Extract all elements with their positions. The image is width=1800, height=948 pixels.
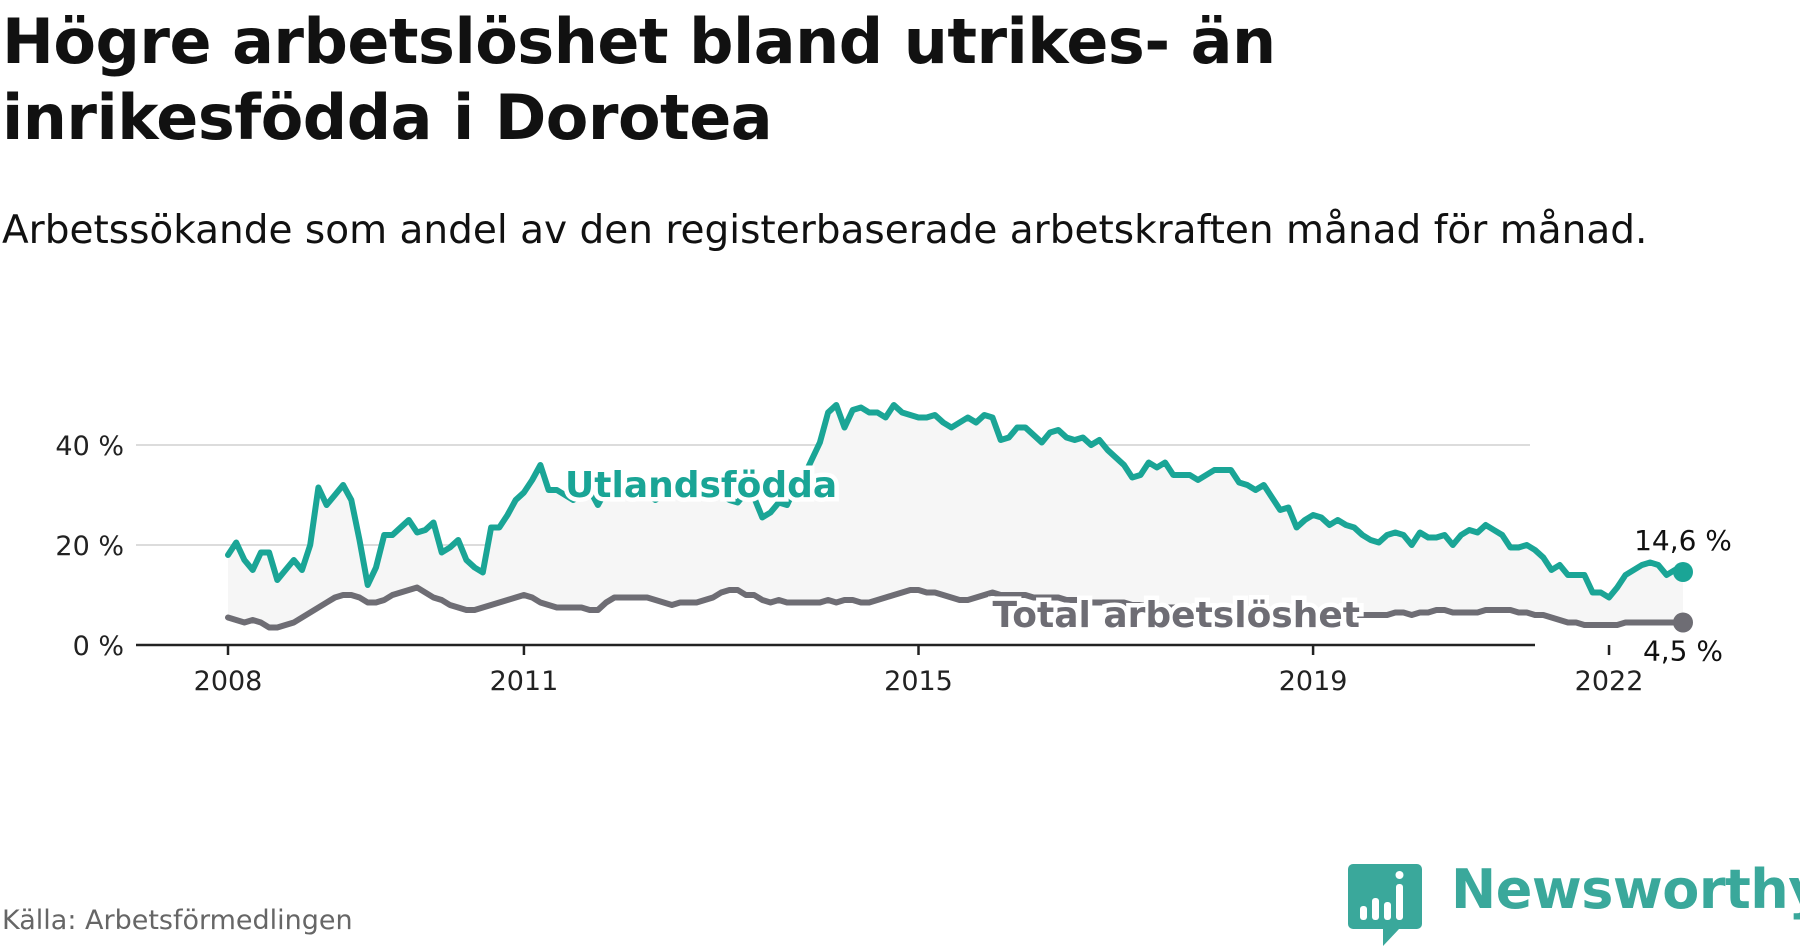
x-tick-label: 2015 — [884, 666, 953, 697]
x-tick-label: 2019 — [1279, 666, 1348, 697]
series-line-total — [225, 584, 1686, 631]
series-label: Total arbetslöshet — [992, 595, 1360, 636]
axes: 0 % 20 % 40 % 2008 2011 2015 2019 2022 — [55, 431, 1643, 697]
range-band-area — [228, 405, 1683, 628]
series-line-utlandsfodda — [225, 402, 1686, 601]
series-end-point — [1673, 562, 1693, 582]
series-end-label: 4,5 % — [1643, 635, 1723, 668]
bar-chart-speech-bubble-icon — [1348, 864, 1422, 946]
series-end-point — [1673, 612, 1693, 633]
chart-title: Högre arbetslöshet bland utrikes- än inr… — [2, 5, 1276, 154]
series-labels: 14,6 % 4,5 % Utlandsfödda Total arbetslöshe… — [561, 461, 1735, 671]
y-tick-label: 0 % — [73, 631, 124, 662]
y-tick-label: 20 % — [55, 531, 124, 562]
series-lines — [225, 402, 1693, 633]
range-band — [228, 405, 1683, 628]
chart-subtitle: Arbetssökande som andel av den registerb… — [2, 208, 1648, 253]
x-tick-label: 2011 — [490, 666, 559, 697]
x-tick-label: 2008 — [194, 666, 263, 697]
x-tick-label: 2022 — [1575, 666, 1644, 697]
line-chart: 14,6 % 4,5 % Utlandsfödda Total arbetslöshe… — [55, 402, 1735, 697]
y-tick-label: 40 % — [55, 431, 124, 462]
source-note: Källa: Arbetsförmedlingen — [2, 905, 353, 936]
newsworthy-logo: Newsworthy — [1345, 858, 1800, 948]
series-end-label: 14,6 % — [1634, 524, 1732, 557]
series-label: Utlandsfödda — [565, 465, 837, 506]
brand-name: Newsworthy — [1451, 858, 1800, 921]
